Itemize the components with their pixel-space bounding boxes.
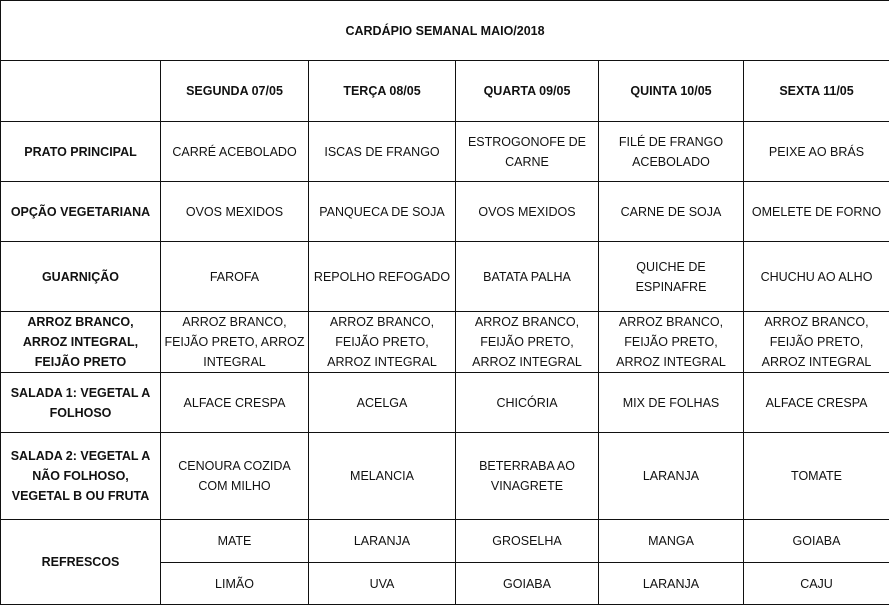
day-header: TERÇA 08/05	[309, 61, 456, 122]
menu-cell: CARRÉ ACEBOLADO	[161, 122, 309, 182]
row-label: GUARNIÇÃO	[1, 242, 161, 312]
menu-cell: LARANJA	[309, 520, 456, 563]
menu-cell: CAJU	[744, 563, 889, 605]
menu-cell: ISCAS DE FRANGO	[309, 122, 456, 182]
menu-cell: GOIABA	[456, 563, 599, 605]
menu-cell: ARROZ BRANCO, FEIJÃO PRETO, ARROZ INTEGR…	[744, 312, 889, 373]
menu-cell: OMELETE DE FORNO	[744, 182, 889, 242]
menu-cell: MANGA	[599, 520, 744, 563]
day-header: SEGUNDA 07/05	[161, 61, 309, 122]
menu-cell: BETERRABA AO VINAGRETE	[456, 433, 599, 520]
menu-cell: CHUCHU AO ALHO	[744, 242, 889, 312]
menu-cell: CARNE DE SOJA	[599, 182, 744, 242]
menu-cell: CHICÓRIA	[456, 373, 599, 433]
menu-cell: GOIABA	[744, 520, 889, 563]
menu-cell: ARROZ BRANCO, FEIJÃO PRETO, ARROZ INTEGR…	[309, 312, 456, 373]
menu-cell: QUICHE DE ESPINAFRE	[599, 242, 744, 312]
row-label: PRATO PRINCIPAL	[1, 122, 161, 182]
menu-cell: ESTROGONOFE DE CARNE	[456, 122, 599, 182]
menu-cell: LIMÃO	[161, 563, 309, 605]
row-label: OPÇÃO VEGETARIANA	[1, 182, 161, 242]
table-row: ARROZ BRANCO, ARROZ INTEGRAL, FEIJÃO PRE…	[1, 312, 889, 373]
menu-cell: LARANJA	[599, 433, 744, 520]
table-row: REFRESCOS MATE LARANJA GROSELHA MANGA GO…	[1, 520, 889, 563]
table-row: OPÇÃO VEGETARIANA OVOS MEXIDOS PANQUECA …	[1, 182, 889, 242]
day-header: SEXTA 11/05	[744, 61, 889, 122]
row-label: ARROZ BRANCO, ARROZ INTEGRAL, FEIJÃO PRE…	[1, 312, 161, 373]
day-header: QUARTA 09/05	[456, 61, 599, 122]
menu-cell: GROSELHA	[456, 520, 599, 563]
menu-cell: UVA	[309, 563, 456, 605]
menu-cell: ALFACE CRESPA	[744, 373, 889, 433]
menu-cell: PEIXE AO BRÁS	[744, 122, 889, 182]
menu-title: CARDÁPIO SEMANAL MAIO/2018	[1, 1, 889, 61]
menu-cell: TOMATE	[744, 433, 889, 520]
row-label: SALADA 1: VEGETAL A FOLHOSO	[1, 373, 161, 433]
table-row: SALADA 1: VEGETAL A FOLHOSO ALFACE CRESP…	[1, 373, 889, 433]
menu-cell: LARANJA	[599, 563, 744, 605]
row-label: SALADA 2: VEGETAL A NÃO FOLHOSO, VEGETAL…	[1, 433, 161, 520]
menu-cell: ARROZ BRANCO, FEIJÃO PRETO, ARROZ INTEGR…	[456, 312, 599, 373]
menu-cell: ARROZ BRANCO, FEIJÃO PRETO, ARROZ INTEGR…	[161, 312, 309, 373]
day-header: QUINTA 10/05	[599, 61, 744, 122]
header-row: SEGUNDA 07/05 TERÇA 08/05 QUARTA 09/05 Q…	[1, 61, 889, 122]
table-row: GUARNIÇÃO FAROFA REPOLHO REFOGADO BATATA…	[1, 242, 889, 312]
menu-cell: ARROZ BRANCO, FEIJÃO PRETO, ARROZ INTEGR…	[599, 312, 744, 373]
menu-cell: MIX DE FOLHAS	[599, 373, 744, 433]
menu-cell: FAROFA	[161, 242, 309, 312]
row-label: REFRESCOS	[1, 520, 161, 605]
menu-cell: CENOURA COZIDA COM MILHO	[161, 433, 309, 520]
menu-cell: MELANCIA	[309, 433, 456, 520]
table-row: SALADA 2: VEGETAL A NÃO FOLHOSO, VEGETAL…	[1, 433, 889, 520]
menu-cell: ALFACE CRESPA	[161, 373, 309, 433]
menu-cell: MATE	[161, 520, 309, 563]
menu-cell: PANQUECA DE SOJA	[309, 182, 456, 242]
menu-cell: BATATA PALHA	[456, 242, 599, 312]
menu-cell: FILÉ DE FRANGO ACEBOLADO	[599, 122, 744, 182]
menu-cell: OVOS MEXIDOS	[161, 182, 309, 242]
menu-cell: ACELGA	[309, 373, 456, 433]
corner-cell	[1, 61, 161, 122]
table-row: PRATO PRINCIPAL CARRÉ ACEBOLADO ISCAS DE…	[1, 122, 889, 182]
menu-cell: OVOS MEXIDOS	[456, 182, 599, 242]
menu-cell: REPOLHO REFOGADO	[309, 242, 456, 312]
